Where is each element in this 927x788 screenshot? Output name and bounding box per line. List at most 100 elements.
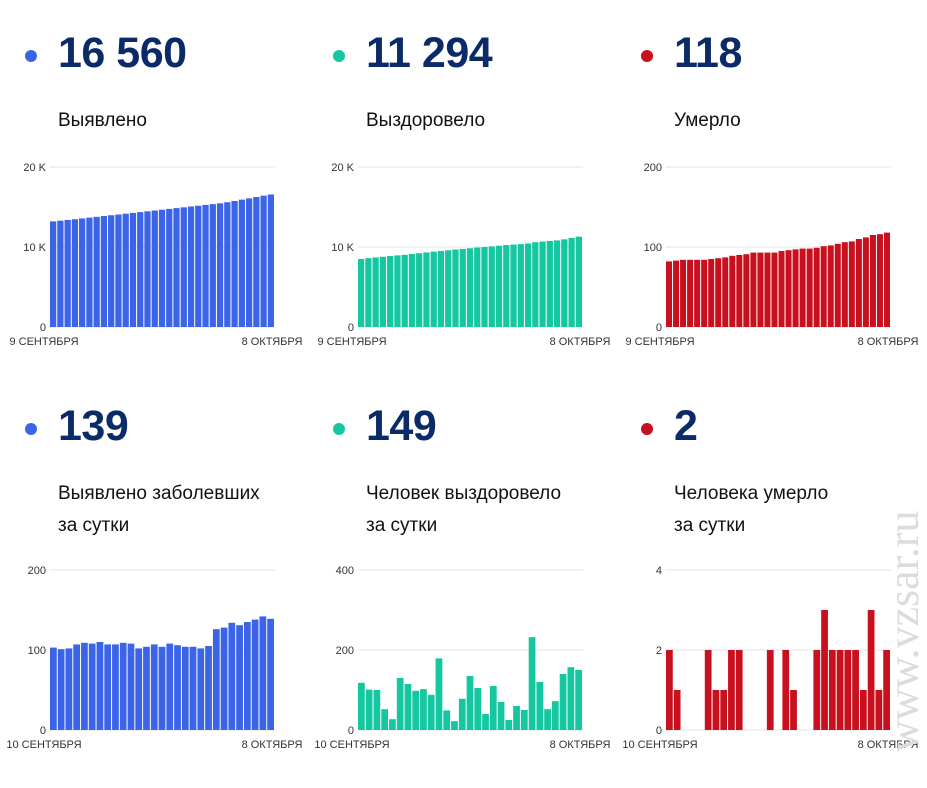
bar bbox=[260, 195, 267, 327]
bar bbox=[553, 240, 561, 327]
bar bbox=[575, 236, 582, 327]
bar bbox=[243, 622, 251, 730]
bar bbox=[482, 714, 489, 730]
bar bbox=[372, 257, 379, 327]
bar bbox=[551, 701, 559, 730]
y-tick-label: 100 bbox=[28, 645, 46, 657]
bar bbox=[443, 710, 451, 730]
bar bbox=[503, 245, 510, 327]
bar bbox=[180, 207, 187, 327]
y-tick-label: 0 bbox=[656, 725, 662, 737]
chart-recovered-total: 20 K 10 K 0 9 СЕНТЯБРЯ 8 ОКТЯБРЯ bbox=[317, 162, 610, 348]
bar bbox=[50, 647, 57, 730]
bar bbox=[358, 259, 365, 327]
bar bbox=[743, 254, 750, 327]
bar bbox=[729, 255, 736, 327]
label-line-2: за сутки bbox=[58, 515, 130, 536]
bar bbox=[546, 241, 553, 327]
x-end-label: 8 ОКТЯБРЯ bbox=[858, 739, 919, 751]
bar bbox=[387, 256, 394, 327]
bar bbox=[166, 643, 174, 730]
panel-cases-daily: 139 Выявлено заболевших за сутки 200 100 0… bbox=[6, 402, 325, 788]
bar bbox=[867, 610, 875, 730]
bar bbox=[466, 248, 474, 327]
bar bbox=[81, 642, 88, 730]
y-tick-label: 20 K bbox=[23, 162, 46, 174]
panel-deaths-daily: 2 Человека умерло за сутки 4 2 0 10 СЕНТЯБР… bbox=[622, 402, 927, 788]
value-number: 118 bbox=[674, 29, 742, 77]
bar bbox=[205, 646, 212, 730]
bar bbox=[848, 241, 855, 327]
bar bbox=[379, 256, 387, 327]
bar bbox=[181, 646, 189, 730]
bar bbox=[841, 242, 848, 327]
bar bbox=[71, 219, 79, 327]
panel-cases-total: 16 560 Выявлено 20 K 10 K 0 9 СЕНТЯБРЯ 8 ОКТ… bbox=[9, 29, 325, 415]
y-tick-label: 4 bbox=[656, 565, 662, 577]
bar bbox=[93, 216, 100, 327]
bar bbox=[220, 627, 228, 730]
bar bbox=[806, 248, 813, 327]
bar bbox=[785, 250, 792, 327]
y-tick-label: 0 bbox=[348, 322, 354, 334]
bar bbox=[701, 259, 708, 327]
x-start-label: 9 СЕНТЯБРЯ bbox=[625, 336, 694, 348]
bar bbox=[416, 253, 423, 327]
y-tick-label: 200 bbox=[336, 645, 354, 657]
bar bbox=[517, 244, 524, 327]
bar bbox=[427, 694, 435, 730]
bar bbox=[828, 650, 836, 730]
bar bbox=[568, 237, 575, 327]
bar bbox=[189, 646, 197, 730]
bar bbox=[423, 252, 430, 327]
bar bbox=[666, 261, 673, 327]
bar bbox=[187, 206, 195, 327]
value-label: Выявлено bbox=[58, 105, 147, 137]
bar bbox=[64, 219, 71, 327]
bar bbox=[451, 721, 458, 730]
bar bbox=[57, 220, 64, 327]
bar bbox=[680, 259, 687, 327]
bar bbox=[790, 690, 797, 730]
bar bbox=[704, 650, 712, 730]
bar bbox=[158, 646, 166, 730]
bar bbox=[673, 260, 680, 327]
bar bbox=[228, 622, 236, 730]
bar bbox=[209, 204, 216, 327]
panel-recovered-total: 11 294 Выздоровело 20 K 10 K 0 9 СЕНТЯБРЯ 8 … bbox=[317, 29, 633, 415]
bar bbox=[259, 616, 267, 730]
bar bbox=[561, 239, 568, 327]
bar bbox=[143, 646, 150, 730]
bar bbox=[365, 258, 372, 327]
y-tick-label: 20 K bbox=[331, 162, 354, 174]
bar bbox=[782, 650, 790, 730]
bar bbox=[869, 235, 876, 327]
value-number: 149 bbox=[366, 402, 437, 450]
bar bbox=[96, 642, 104, 730]
value-label: Человек выздоровело за сутки bbox=[366, 478, 561, 542]
bar bbox=[404, 684, 412, 730]
bar bbox=[520, 710, 528, 730]
bar bbox=[108, 215, 115, 327]
bar bbox=[539, 241, 546, 327]
bar bbox=[750, 252, 757, 327]
label-line-1: Выздоровело bbox=[366, 110, 486, 131]
bar bbox=[844, 650, 852, 730]
chart-cases-daily: 200 100 0 10 СЕНТЯБРЯ 8 ОКТЯБРЯ bbox=[6, 565, 302, 751]
bar bbox=[119, 642, 127, 730]
bullet-dot bbox=[641, 50, 653, 62]
bar bbox=[720, 690, 728, 730]
bar bbox=[452, 249, 459, 327]
bar bbox=[792, 249, 799, 327]
bar bbox=[466, 676, 474, 730]
bar bbox=[876, 234, 883, 327]
bar bbox=[365, 689, 373, 730]
label-line-1: Выявлено заболевших bbox=[58, 483, 260, 504]
panel-deaths-total: 118 Умерло 200 100 0 9 СЕНТЯБРЯ 8 ОКТЯБРЯ bbox=[625, 29, 927, 415]
bar bbox=[459, 248, 466, 327]
bar bbox=[859, 690, 867, 730]
bar bbox=[821, 610, 828, 730]
value-number: 2 bbox=[674, 402, 698, 450]
bar bbox=[86, 217, 93, 327]
bar bbox=[666, 650, 673, 730]
